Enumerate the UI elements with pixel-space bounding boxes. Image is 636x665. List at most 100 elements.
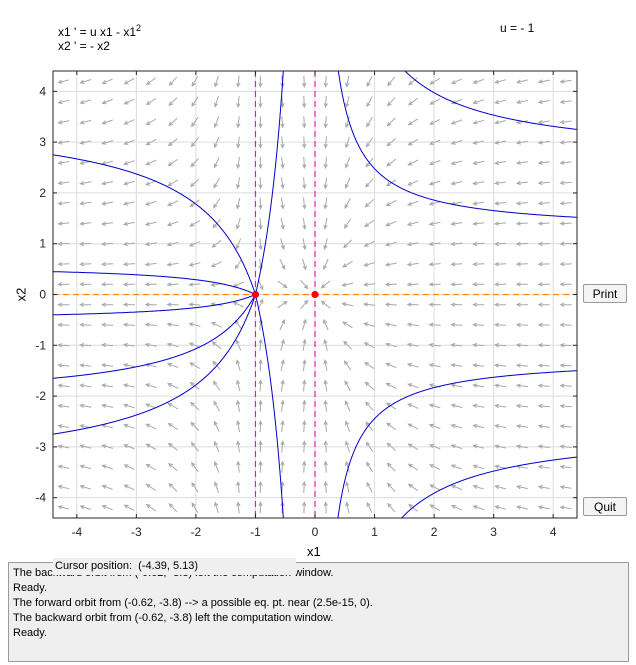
- field-arrow: [166, 342, 179, 348]
- message-window[interactable]: The backward orbit from (-0.62, -3.8) le…: [8, 562, 629, 662]
- field-arrow: [428, 444, 441, 450]
- field-arrow: [450, 383, 463, 388]
- field-arrow: [258, 440, 263, 453]
- field-arrow: [386, 138, 396, 147]
- field-arrow: [323, 460, 328, 473]
- field-arrow: [100, 221, 114, 226]
- field-arrow: [144, 383, 157, 389]
- phase-plane-plot[interactable]: -4 -3 -2 -1 0 1 2 3 4 4 3 2 1 0 -1 -2 -3 -4: [0, 0, 636, 560]
- field-arrow: [122, 201, 135, 206]
- print-button[interactable]: Print: [583, 284, 627, 303]
- field-arrow: [213, 136, 220, 149]
- field-arrow: [472, 383, 485, 388]
- field-arrow: [280, 359, 285, 372]
- field-arrow: [537, 403, 550, 409]
- field-arrow: [559, 464, 572, 470]
- field-arrow: [100, 241, 114, 247]
- field-arrow: [364, 381, 375, 390]
- field-arrow: [300, 279, 309, 290]
- field-arrow: [190, 441, 199, 452]
- field-arrow: [213, 177, 220, 189]
- field-arrow: [365, 137, 374, 148]
- field-arrow: [188, 322, 201, 327]
- field-arrow: [494, 444, 507, 449]
- parameter-label: u = - 1: [500, 21, 535, 35]
- field-arrow: [123, 78, 135, 85]
- field-arrow: [450, 302, 463, 307]
- field-arrow: [384, 342, 397, 348]
- quit-button[interactable]: Quit: [583, 497, 627, 516]
- field-arrow: [559, 180, 572, 186]
- field-arrow: [323, 440, 328, 453]
- field-arrow: [167, 402, 179, 410]
- y-tick-label: -4: [35, 491, 46, 505]
- field-arrow: [363, 240, 375, 247]
- field-arrow: [166, 302, 179, 307]
- field-arrow: [559, 119, 572, 125]
- field-arrow: [366, 75, 373, 88]
- field-arrow: [537, 363, 550, 368]
- x-tick-label: -4: [71, 525, 82, 539]
- field-arrow: [407, 200, 419, 206]
- field-arrow: [258, 95, 263, 109]
- y-tick-label: 2: [39, 186, 46, 200]
- field-arrow: [515, 180, 528, 186]
- field-arrow: [302, 379, 307, 392]
- field-arrow: [493, 363, 507, 368]
- field-arrow: [515, 403, 528, 409]
- x-tick-label: 3: [490, 525, 497, 539]
- field-arrow: [343, 360, 352, 371]
- field-arrow: [280, 419, 285, 433]
- field-arrow: [494, 120, 507, 125]
- field-arrow: [559, 140, 572, 145]
- field-arrow: [537, 424, 550, 429]
- field-arrow: [344, 380, 351, 391]
- field-arrow: [101, 403, 114, 408]
- field-arrow: [236, 197, 241, 210]
- field-arrow: [301, 95, 307, 109]
- field-arrow: [472, 261, 485, 267]
- field-arrow: [280, 156, 285, 170]
- field-arrow: [407, 383, 419, 389]
- field-arrow: [472, 282, 485, 287]
- field-arrow: [211, 239, 222, 248]
- field-arrow: [386, 482, 396, 492]
- field-arrow: [57, 403, 70, 409]
- field-arrow: [559, 221, 572, 226]
- field-arrow: [145, 443, 157, 450]
- field-arrow: [429, 504, 441, 512]
- field-arrow: [450, 78, 463, 84]
- field-arrow: [166, 221, 179, 227]
- field-arrow: [191, 96, 199, 108]
- field-arrow: [302, 238, 307, 251]
- field-arrow: [79, 79, 92, 84]
- field-arrow: [145, 97, 157, 106]
- field-arrow: [450, 342, 463, 348]
- field-arrow: [188, 282, 201, 287]
- x-tick-label: 4: [550, 525, 557, 539]
- field-arrow: [494, 484, 507, 490]
- x-tick-label: -2: [191, 525, 202, 539]
- field-arrow: [57, 363, 70, 368]
- field-arrow: [302, 419, 307, 433]
- field-arrow: [236, 460, 241, 473]
- field-arrow: [345, 460, 350, 473]
- field-arrow: [559, 363, 572, 368]
- field-arrow: [57, 79, 70, 84]
- field-arrow: [302, 399, 307, 412]
- field-arrow: [167, 200, 179, 206]
- field-arrow: [450, 119, 463, 125]
- field-arrow: [428, 160, 441, 166]
- field-arrow: [537, 160, 550, 165]
- field-arrow: [450, 464, 463, 470]
- field-arrow: [323, 258, 329, 271]
- field-arrow: [407, 97, 418, 106]
- field-arrow: [472, 221, 485, 226]
- field-arrow: [301, 501, 307, 514]
- field-arrow: [515, 444, 528, 449]
- field-arrow: [323, 379, 328, 392]
- field-arrow: [145, 180, 157, 186]
- equation-line-2: x2 ' = - x2: [58, 39, 110, 53]
- field-arrow: [515, 484, 528, 490]
- field-arrow: [407, 138, 419, 146]
